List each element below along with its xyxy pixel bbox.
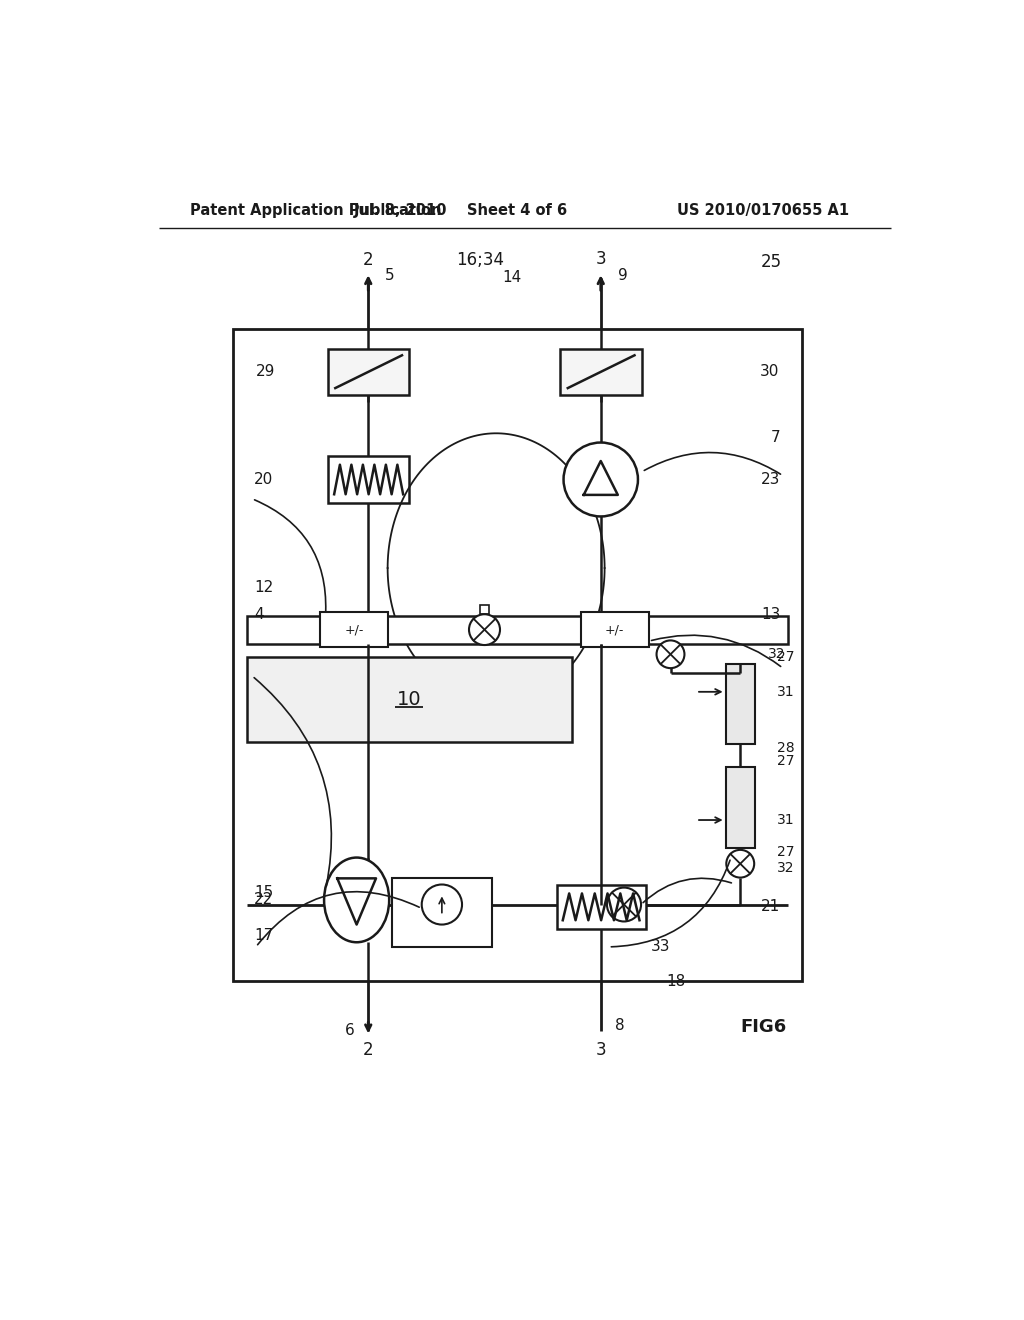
Text: 29: 29 [256, 364, 275, 379]
Bar [232, 330, 802, 981]
Bar [726, 664, 755, 744]
Text: 32: 32 [768, 647, 785, 661]
Text: 33: 33 [651, 940, 671, 954]
Text: 9: 9 [617, 268, 628, 282]
Bar [321, 612, 388, 647]
Text: 5: 5 [385, 268, 395, 282]
Bar [560, 348, 642, 395]
Text: 23: 23 [761, 473, 780, 487]
Circle shape [469, 614, 500, 645]
Bar [557, 884, 646, 929]
Bar [328, 348, 410, 395]
Circle shape [422, 884, 462, 924]
Text: 28: 28 [777, 742, 795, 755]
Text: 27: 27 [777, 845, 795, 859]
Circle shape [656, 640, 684, 668]
Text: 27: 27 [777, 651, 795, 664]
Text: US 2010/0170655 A1: US 2010/0170655 A1 [678, 203, 850, 218]
Text: 27: 27 [777, 754, 795, 768]
Text: Patent Application Publication: Patent Application Publication [190, 203, 441, 218]
Text: 25: 25 [761, 253, 781, 272]
Text: +/-: +/- [345, 623, 364, 636]
Text: 10: 10 [397, 690, 422, 709]
Bar [328, 457, 410, 503]
Text: 2: 2 [362, 1041, 374, 1059]
Text: 16;34: 16;34 [457, 251, 505, 269]
Text: 3: 3 [595, 1041, 606, 1059]
Text: 3: 3 [595, 249, 606, 268]
Text: 22: 22 [254, 892, 273, 907]
Bar [480, 605, 489, 614]
Text: 14: 14 [502, 271, 521, 285]
Bar [391, 878, 493, 946]
Bar [247, 657, 572, 742]
Bar [726, 767, 755, 849]
Bar [581, 612, 649, 647]
Text: 7: 7 [771, 429, 780, 445]
Text: 31: 31 [777, 813, 795, 828]
Text: 6: 6 [344, 1023, 354, 1039]
Text: 32: 32 [777, 861, 795, 875]
Text: 2: 2 [362, 251, 374, 269]
Circle shape [726, 850, 755, 878]
Circle shape [563, 442, 638, 516]
Bar [247, 615, 788, 644]
Text: 15: 15 [254, 886, 273, 900]
Text: +/-: +/- [605, 623, 625, 636]
Text: 8: 8 [614, 1018, 625, 1034]
Text: 18: 18 [667, 974, 686, 989]
Text: 13: 13 [761, 607, 780, 622]
Ellipse shape [324, 858, 389, 942]
Text: FIG6: FIG6 [740, 1018, 786, 1036]
Text: 30: 30 [760, 364, 779, 379]
Text: 12: 12 [254, 579, 273, 595]
Text: 20: 20 [254, 473, 273, 487]
Text: 31: 31 [777, 685, 795, 698]
Circle shape [607, 887, 641, 921]
Text: 21: 21 [761, 899, 780, 915]
Text: Jul. 8, 2010    Sheet 4 of 6: Jul. 8, 2010 Sheet 4 of 6 [354, 203, 568, 218]
Text: 4: 4 [254, 607, 264, 622]
Text: 17: 17 [254, 928, 273, 942]
